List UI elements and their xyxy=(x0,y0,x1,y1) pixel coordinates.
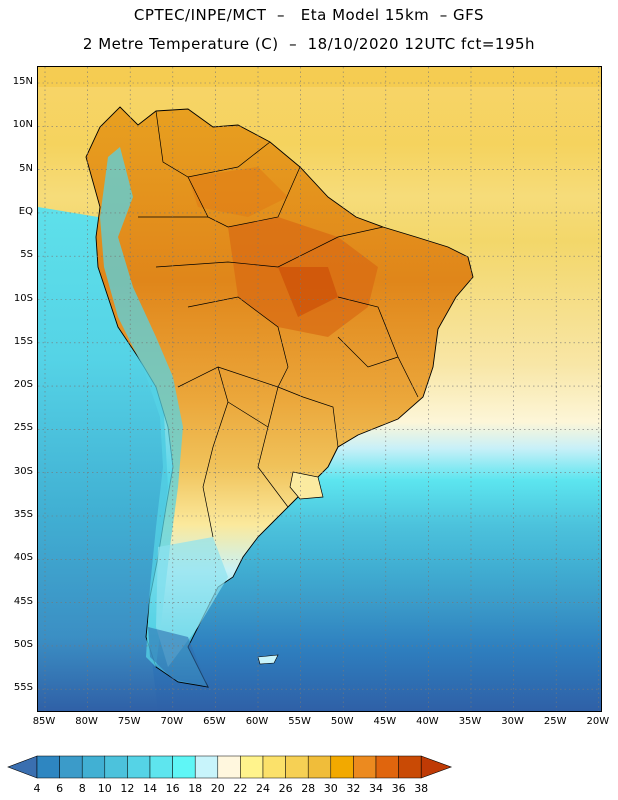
latitude-label: 15S xyxy=(13,335,33,347)
latitude-label: 50S xyxy=(13,638,33,650)
colorbar-segment xyxy=(36,755,60,779)
caribbean-band xyxy=(38,67,601,87)
colorbar-label: 18 xyxy=(188,782,203,795)
colorbar-label: 8 xyxy=(78,782,86,795)
map-title-line-2: 2 Metre Temperature (C) – 18/10/2020 12U… xyxy=(82,35,536,53)
latitude-label: 40S xyxy=(13,552,33,564)
colorbar-label: 28 xyxy=(301,782,316,795)
colorbar-label: 34 xyxy=(369,782,383,795)
colorbar-label: 16 xyxy=(165,782,180,795)
longitude-label: 30W xyxy=(501,716,524,727)
latitude-label: 10S xyxy=(13,292,33,304)
colorbar-label: 20 xyxy=(210,782,225,795)
falkland-islands xyxy=(257,654,279,665)
latitude-label: 25S xyxy=(13,422,33,434)
rio-de-la-plata-area xyxy=(289,471,324,500)
colorbar-segment xyxy=(262,755,286,779)
colorbar-max-arrow xyxy=(420,755,453,779)
latitude-label: 15N xyxy=(12,76,33,87)
longitude-label: 60W xyxy=(245,716,269,727)
map-title-line-1: CPTEC/INPE/MCT – Eta Model 15km – GFS xyxy=(133,6,485,24)
colorbar-label: 38 xyxy=(414,782,429,795)
colorbar-segment xyxy=(330,755,354,779)
latitude-label: EQ xyxy=(18,205,33,217)
colorbar-segment xyxy=(104,755,128,779)
southern-tip-cold xyxy=(148,627,208,687)
colorbar-min-arrow xyxy=(7,755,38,779)
colorbar-label: 30 xyxy=(323,782,338,795)
latitude-label: 55S xyxy=(13,682,33,694)
longitude-label: 20W xyxy=(586,716,610,727)
temperature-map xyxy=(37,66,602,712)
andes-cool-band xyxy=(100,147,183,667)
longitude-label: 40W xyxy=(416,716,439,727)
longitude-label: 85W xyxy=(32,716,56,727)
colorbar-label: 36 xyxy=(391,782,406,795)
latitude-label: 30S xyxy=(13,465,33,477)
hottest-region xyxy=(278,267,338,317)
colorbar-segment xyxy=(149,755,173,779)
latitude-label: 5N xyxy=(19,162,33,174)
colorbar-segment xyxy=(59,755,83,779)
colorbar-segment xyxy=(398,755,422,779)
colorbar-segment xyxy=(127,755,151,779)
colorbar-segment xyxy=(172,755,196,779)
map-canvas xyxy=(38,67,601,711)
colorbar-segment xyxy=(353,755,377,779)
colorbar-segment xyxy=(375,755,399,779)
latitude-label: 35S xyxy=(13,509,33,520)
pacific-ocean xyxy=(38,207,168,711)
colorbar-label: 4 xyxy=(33,782,41,795)
colorbar-label: 12 xyxy=(120,782,135,795)
longitude-label: 65W xyxy=(203,716,226,727)
colorbar-segment xyxy=(307,755,332,779)
longitude-label: 70W xyxy=(160,716,184,727)
country-borders xyxy=(138,110,419,538)
colorbar-label: 24 xyxy=(256,782,270,795)
colorbar-label: 14 xyxy=(143,782,157,795)
longitude-label: 80W xyxy=(75,716,98,727)
longitude-label: 75W xyxy=(117,716,141,727)
colorbar-label: 10 xyxy=(97,782,112,795)
latitude-label: 10N xyxy=(12,119,33,131)
longitude-label: 55W xyxy=(288,716,311,727)
longitude-label: 35W xyxy=(458,716,482,727)
colorbar-segment xyxy=(194,755,219,779)
longitude-label: 50W xyxy=(330,716,354,727)
longitude-label: 45W xyxy=(373,716,397,727)
hot-region-north xyxy=(188,167,288,217)
colorbar-label: 32 xyxy=(346,782,361,795)
latitude-label: 5S xyxy=(20,249,33,261)
temperature-colorbar xyxy=(7,755,453,779)
colorbar-segment xyxy=(285,755,309,779)
colorbar-label: 6 xyxy=(56,782,64,795)
colorbar-segment xyxy=(81,755,106,779)
colorbar-label: 26 xyxy=(278,782,293,795)
latitude-label: 45S xyxy=(13,595,33,607)
longitude-label: 25W xyxy=(543,716,567,727)
latitude-label: 20S xyxy=(13,379,33,391)
colorbar-segment xyxy=(240,755,264,779)
colorbar-segment xyxy=(217,755,241,779)
south-america-landmass xyxy=(85,106,474,688)
colorbar-label: 22 xyxy=(233,782,248,795)
